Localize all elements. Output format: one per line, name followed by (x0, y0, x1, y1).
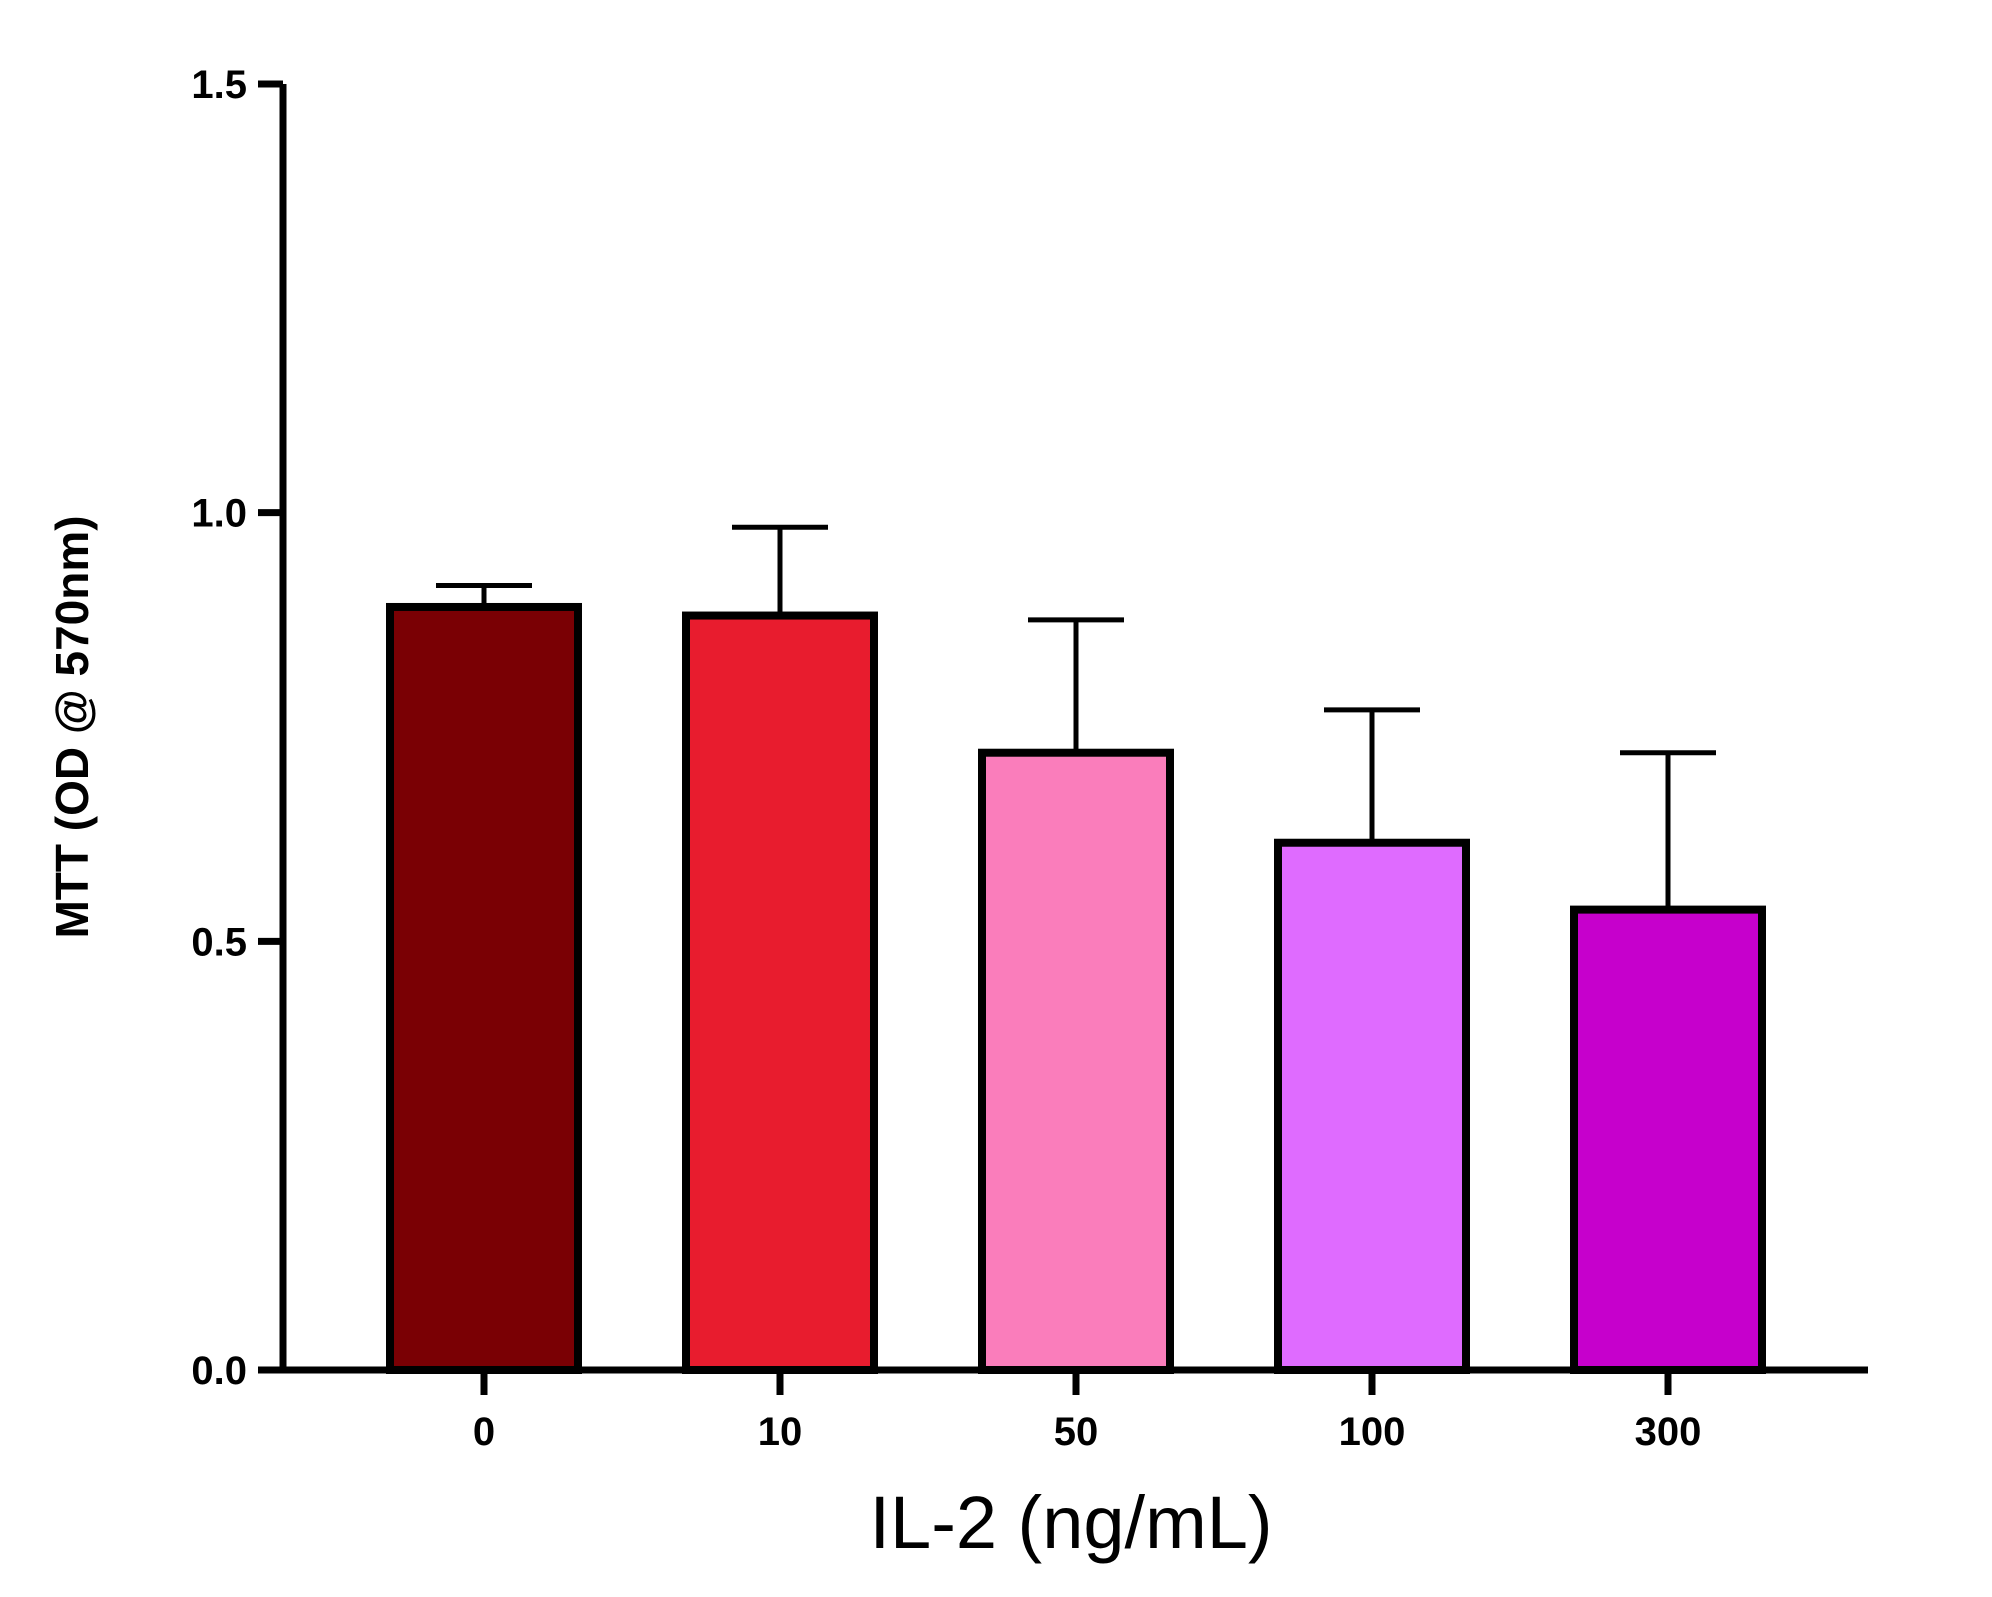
y-tick-label-1.5: 1.5 (191, 63, 247, 107)
error-bars-layer (436, 524, 1716, 910)
axes-layer (260, 84, 1868, 1374)
bar-300 (1570, 905, 1766, 1374)
x-tick-label-0: 0 (473, 1410, 495, 1454)
bar-100 (1274, 838, 1470, 1374)
x-tick-label-10: 10 (758, 1410, 803, 1454)
bar-50 (978, 748, 1174, 1374)
x-axis-title: IL-2 (ng/mL) (869, 1481, 1272, 1564)
x-tick-label-100: 100 (1339, 1410, 1406, 1454)
y-axis-title: MTT (OD @ 570nm) (46, 515, 98, 938)
x-tick-label-300: 300 (1635, 1410, 1702, 1454)
y-ticks-layer: 0.0 0.5 1.0 1.5 (191, 63, 283, 1393)
x-tick-label-50: 50 (1054, 1410, 1099, 1454)
y-tick-label-0.5: 0.5 (191, 920, 247, 964)
x-ticks-layer: 0 10 50 100 300 (473, 1370, 1702, 1454)
bar-10 (682, 611, 878, 1374)
bar-0 (386, 602, 582, 1374)
y-tick-label-1.0: 1.0 (191, 492, 247, 536)
y-tick-label-0.0: 0.0 (191, 1349, 247, 1393)
